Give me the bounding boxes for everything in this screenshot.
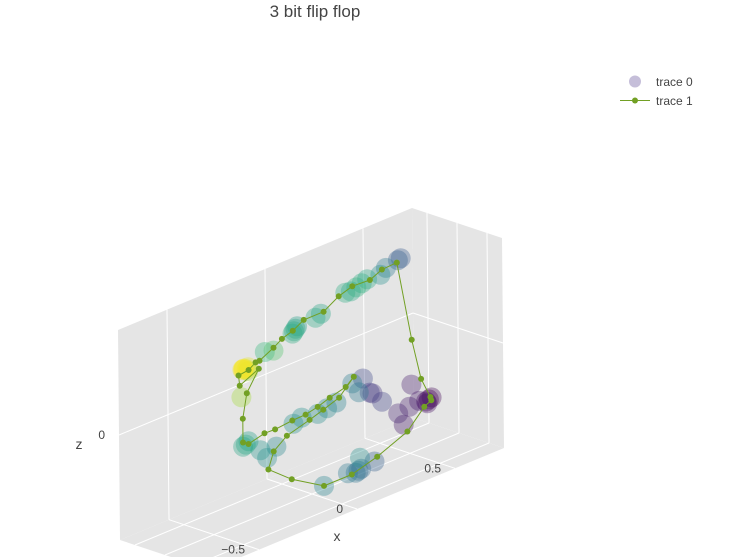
trace-0-point-57 [352,368,373,389]
legend-item-trace-1[interactable]: trace 1 [620,91,725,110]
axis-labels: xyz [76,436,341,544]
trace-0-point-31 [283,413,304,434]
trace-1-point-2 [235,372,242,379]
legend-marker-icon [629,75,641,88]
trace-0-point-28 [250,440,271,461]
trace-1-point-43 [256,357,263,364]
trace-0-point-41 [388,403,409,424]
gridline-y-0-floor [212,442,490,557]
trace-1-point-28 [421,403,428,410]
trace-1-point-40 [289,327,296,334]
trace-1-point-18 [320,406,327,413]
trace-1-point-33 [393,259,400,266]
trace-0-point-56 [350,447,370,468]
trace-1-point-20 [283,432,290,439]
trace-0-point-49 [401,374,422,395]
axis-title-z: z [76,436,83,452]
trace-1-point-14 [326,394,333,401]
tick-label-z-0: 0 [98,428,105,442]
trace-1-point-24 [321,482,327,489]
trace-1-line[interactable] [235,259,435,489]
trace-1-point-32 [408,336,415,343]
legend[interactable]: trace 0 trace 1 [620,72,725,110]
legend-line-icon [620,97,650,104]
legend-item-trace-0[interactable]: trace 0 [620,72,725,91]
tick-label-x-1: 0 [336,502,343,516]
trace-1-point-41 [278,335,285,342]
trace-1-point-34 [378,266,385,273]
trace-1-point-38 [320,308,327,315]
chart-title: 3 bit flip flop [269,2,361,21]
trace-0-point-9 [254,342,275,362]
gridlines [118,212,504,557]
gridline-y-2-floor [134,422,430,546]
trace-1-point-23 [288,476,295,483]
trace-1-point-17 [336,394,343,401]
axis-title-x: x [334,528,341,544]
trace-1-point-22 [265,466,272,473]
trace-1-point-4 [255,365,262,372]
trace-1-point-5 [243,390,250,397]
trace-1-point-31 [418,375,425,382]
trace-1-point-25 [348,471,355,478]
trace-1-point-30 [427,394,434,400]
trace-1-point-21 [270,448,277,455]
trace-0-point-40 [372,391,392,412]
trace-1-point-7 [240,439,246,446]
trace-1-point-3 [236,382,243,389]
trace-0-markers[interactable] [231,248,442,496]
trace-1-point-35 [366,277,373,283]
trace-1-point-27 [404,428,411,435]
gridline-y-1-floor [164,432,460,556]
trace-1-point-36 [349,283,356,290]
trace-1-point-37 [335,293,342,300]
tick-label-x-2: −0.5 [221,543,245,557]
legend-label-trace-0: trace 0 [656,74,693,89]
trace-1-point-6 [239,415,246,422]
trace-1-point-19 [306,416,313,423]
trace-1-point-42 [270,344,277,351]
trace-1-point-10 [272,426,279,433]
trace-1-point-12 [302,411,309,418]
trace-1-point-11 [289,417,296,424]
trace-1-point-15 [342,384,349,390]
gridline-z-0-right [412,312,504,344]
trace-1-point-1 [245,367,252,373]
trace-1-point-9 [261,430,268,437]
legend-label-trace-1: trace 1 [656,93,693,108]
trace-0-point-37 [348,382,369,403]
trace-0-point-39 [362,383,383,404]
tick-label-x-0: 0.5 [424,461,441,475]
axis-panes [118,208,504,557]
trace-0-point-38 [359,382,380,403]
trace-1-point-8 [245,441,252,447]
trace-1-point-39 [300,316,307,323]
trace-1-point-16 [350,373,357,380]
trace-0-point-42 [399,396,420,417]
trace-0-point-17 [340,281,361,302]
trace-0-point-18 [346,277,367,298]
trace-0-point-21 [370,264,391,285]
trace-1-point-26 [374,453,381,460]
gridline-z-0-left [118,312,414,436]
trace-1-point-13 [314,403,321,410]
